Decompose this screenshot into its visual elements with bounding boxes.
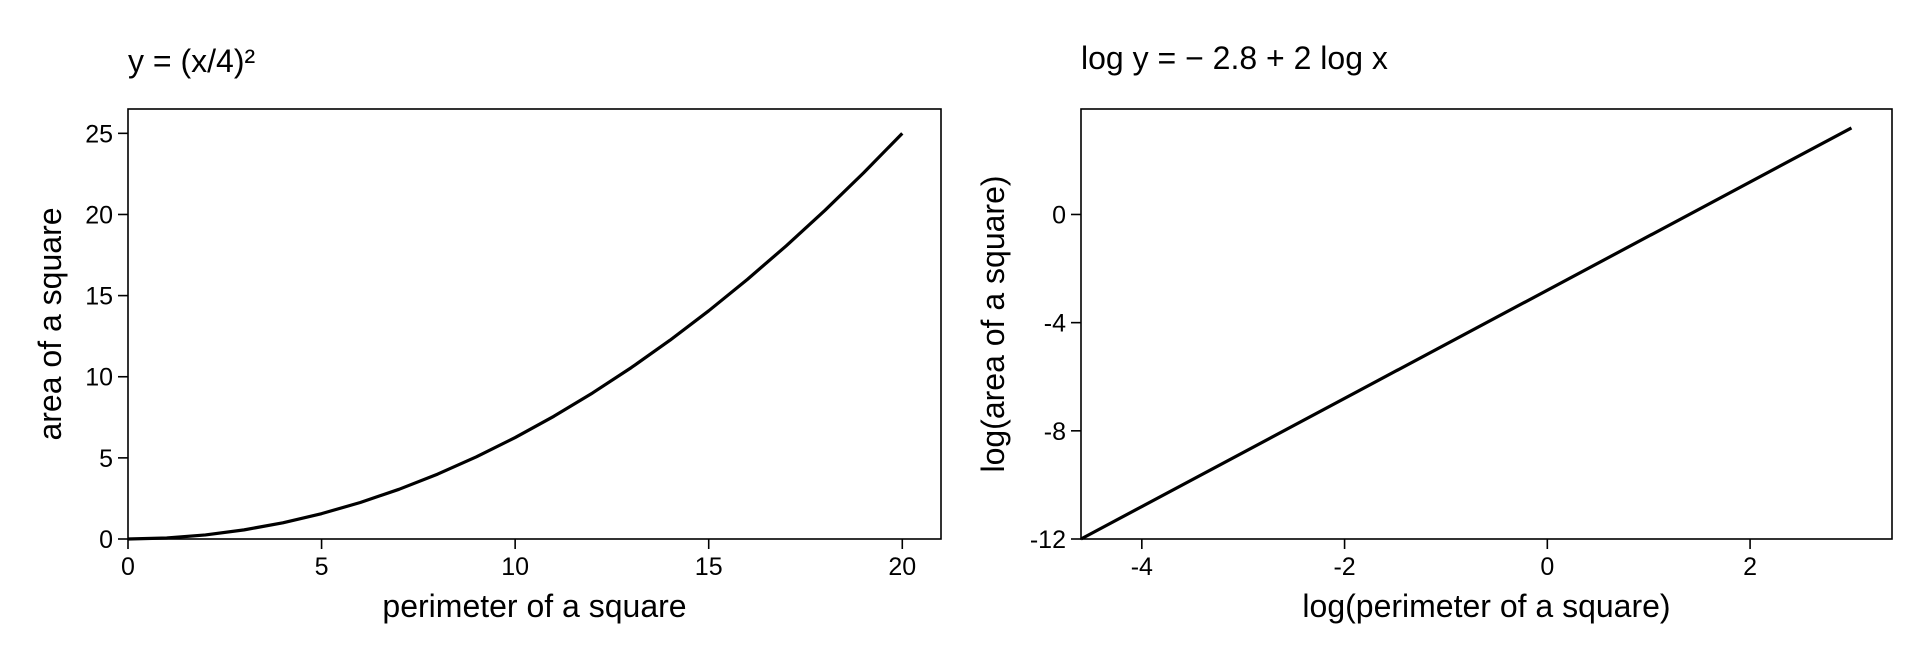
left-y-tick-label: 15 — [85, 283, 113, 311]
right-plot-frame — [1080, 108, 1893, 540]
right-y-axis-label: log(area of a square) — [975, 175, 1011, 472]
right-x-tick-label: 2 — [1743, 553, 1757, 581]
left-x-axis: 0 5 10 15 20 — [121, 539, 916, 581]
right-y-tick-label: -8 — [1044, 418, 1066, 446]
left-x-tick-label: 10 — [501, 553, 529, 581]
right-x-axis-label: log(perimeter of a square) — [1302, 588, 1670, 624]
right-y-tick-label: 0 — [1052, 201, 1066, 229]
left-y-tick-label: 0 — [99, 526, 113, 554]
left-y-tick-label: 25 — [85, 120, 113, 148]
left-x-tick-label: 20 — [888, 553, 916, 581]
right-chart: log y = − 2.8 + 2 log x -4 -2 0 2 -12-8-40 … — [975, 40, 1893, 624]
right-x-axis: -4 -2 0 2 — [1131, 539, 1757, 581]
right-chart-title: log y = − 2.8 + 2 log x — [1081, 40, 1388, 76]
right-x-tick-label: 0 — [1540, 553, 1554, 581]
left-x-tick-label: 0 — [121, 553, 135, 581]
left-y-tick-label: 10 — [85, 364, 113, 392]
left-y-tick-label: 5 — [99, 445, 113, 473]
right-x-tick-label: -2 — [1333, 553, 1355, 581]
right-y-axis: -12 -8 -4 0 — [1030, 201, 1081, 554]
left-y-axis: 0 5 10 15 20 25 — [85, 120, 128, 554]
right-series-line — [1080, 126, 1853, 541]
left-plot-frame — [127, 108, 942, 540]
left-series-line — [127, 132, 904, 541]
left-chart: y = (x/4)² 0 5 10 15 20 0 5 10 15 20 25 perimeter… — [32, 43, 942, 624]
left-x-tick-label: 15 — [695, 553, 723, 581]
left-x-tick-label: 5 — [315, 553, 329, 581]
right-x-tick-label: -4 — [1131, 553, 1153, 581]
left-y-axis-label: area of a square — [32, 207, 68, 440]
right-y-tick-label: -12 — [1030, 526, 1066, 554]
left-x-axis-label: perimeter of a square — [382, 588, 686, 624]
left-chart-title: y = (x/4)² — [128, 43, 255, 79]
left-y-tick-label: 20 — [85, 201, 113, 229]
right-y-tick-label: -4 — [1044, 310, 1066, 338]
